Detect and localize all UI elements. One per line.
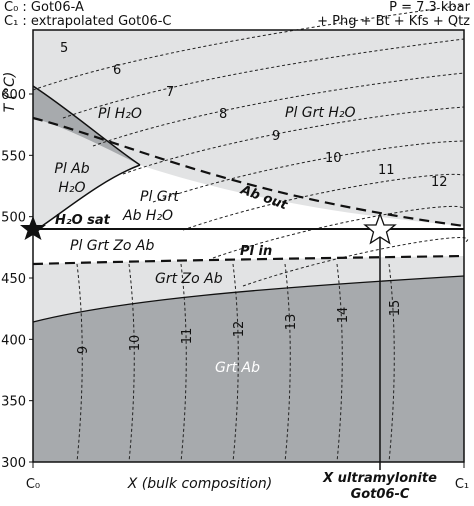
boundary bbox=[32, 85, 141, 166]
ab-out-line bbox=[32, 116, 465, 228]
isopleth bbox=[180, 263, 187, 463]
isopleth bbox=[128, 263, 135, 463]
isopleth bbox=[388, 263, 395, 463]
field-label: Pl Grt Zo Ab bbox=[70, 238, 155, 254]
isopleth-label: 5 bbox=[60, 41, 68, 56]
x-label: X (bulk composition) bbox=[127, 476, 273, 492]
y-tick-label: 500 bbox=[1, 211, 26, 226]
y-tick-label: 350 bbox=[1, 395, 26, 410]
field-label: Grt Ab bbox=[215, 360, 260, 376]
header-c0: C₀ : Got06-A bbox=[4, 0, 84, 15]
pressure: P = 7.3 kbar bbox=[389, 0, 471, 15]
isopleth bbox=[212, 205, 465, 259]
sample-label: X ultramylonite bbox=[322, 471, 437, 486]
isopleth bbox=[76, 263, 83, 463]
isopleth-label: 12 bbox=[232, 321, 247, 338]
line-label: H₂O sat bbox=[55, 213, 111, 228]
isopleth-label: 9 bbox=[76, 346, 91, 354]
isopleth bbox=[32, 4, 465, 91]
field-label: Pl Grt bbox=[140, 189, 179, 205]
isopleth-label: 14 bbox=[336, 307, 351, 324]
isopleth-label: 12 bbox=[431, 175, 448, 190]
phases: + Phg + Bt + Kfs + Qtz bbox=[317, 14, 470, 29]
isopleth bbox=[232, 263, 239, 463]
y-tick-label: 450 bbox=[1, 272, 26, 287]
isopleth-label: 11 bbox=[378, 163, 395, 178]
x-left: C₀ bbox=[26, 477, 40, 492]
field-label: Pl H₂O bbox=[98, 106, 142, 122]
y-tick-label: 300 bbox=[1, 456, 26, 471]
field-label: Ab H₂O bbox=[122, 208, 173, 224]
isopleth-label: 10 bbox=[128, 335, 143, 352]
isopleth bbox=[62, 38, 465, 119]
white-field bbox=[33, 165, 464, 264]
isopleth bbox=[92, 72, 465, 147]
y-label: T (°C) bbox=[2, 72, 18, 113]
field-label: Pl Ab bbox=[54, 161, 89, 177]
plot-frame bbox=[32, 29, 465, 463]
x-right: C₁ bbox=[455, 477, 469, 492]
y-tick-label: 600 bbox=[1, 88, 26, 103]
isopleth bbox=[122, 106, 465, 175]
pl-in-line bbox=[32, 254, 465, 266]
isopleth-label: 11 bbox=[180, 328, 195, 345]
field-label: H₂O bbox=[58, 180, 85, 196]
isopleth bbox=[336, 263, 343, 463]
line-label: Pl in bbox=[240, 244, 272, 259]
y-tick-label: 550 bbox=[1, 149, 26, 164]
isopleth bbox=[182, 173, 465, 231]
sample-label: Got06-C bbox=[351, 487, 410, 502]
grt-ab-field bbox=[33, 276, 464, 462]
isopleth-label: 13 bbox=[284, 314, 299, 331]
isopleth-label: 10 bbox=[325, 151, 342, 166]
isopleths bbox=[32, 4, 468, 463]
star-sample bbox=[363, 212, 397, 245]
star-c0 bbox=[20, 216, 46, 240]
field-label: Grt Zo Ab bbox=[155, 271, 223, 287]
y-tick-label: 400 bbox=[1, 333, 26, 348]
isopleth-label: 15 bbox=[388, 300, 403, 317]
boundary bbox=[32, 275, 465, 323]
isopleth-label: 9 bbox=[272, 129, 280, 144]
isopleth-label: 7 bbox=[166, 85, 174, 100]
field-label: Pl Grt H₂O bbox=[285, 105, 356, 121]
header-c1: C₁ : extrapolated Got06-C bbox=[4, 14, 172, 29]
isopleth-label: 8 bbox=[219, 107, 227, 122]
isopleth-label: 6 bbox=[113, 63, 121, 78]
